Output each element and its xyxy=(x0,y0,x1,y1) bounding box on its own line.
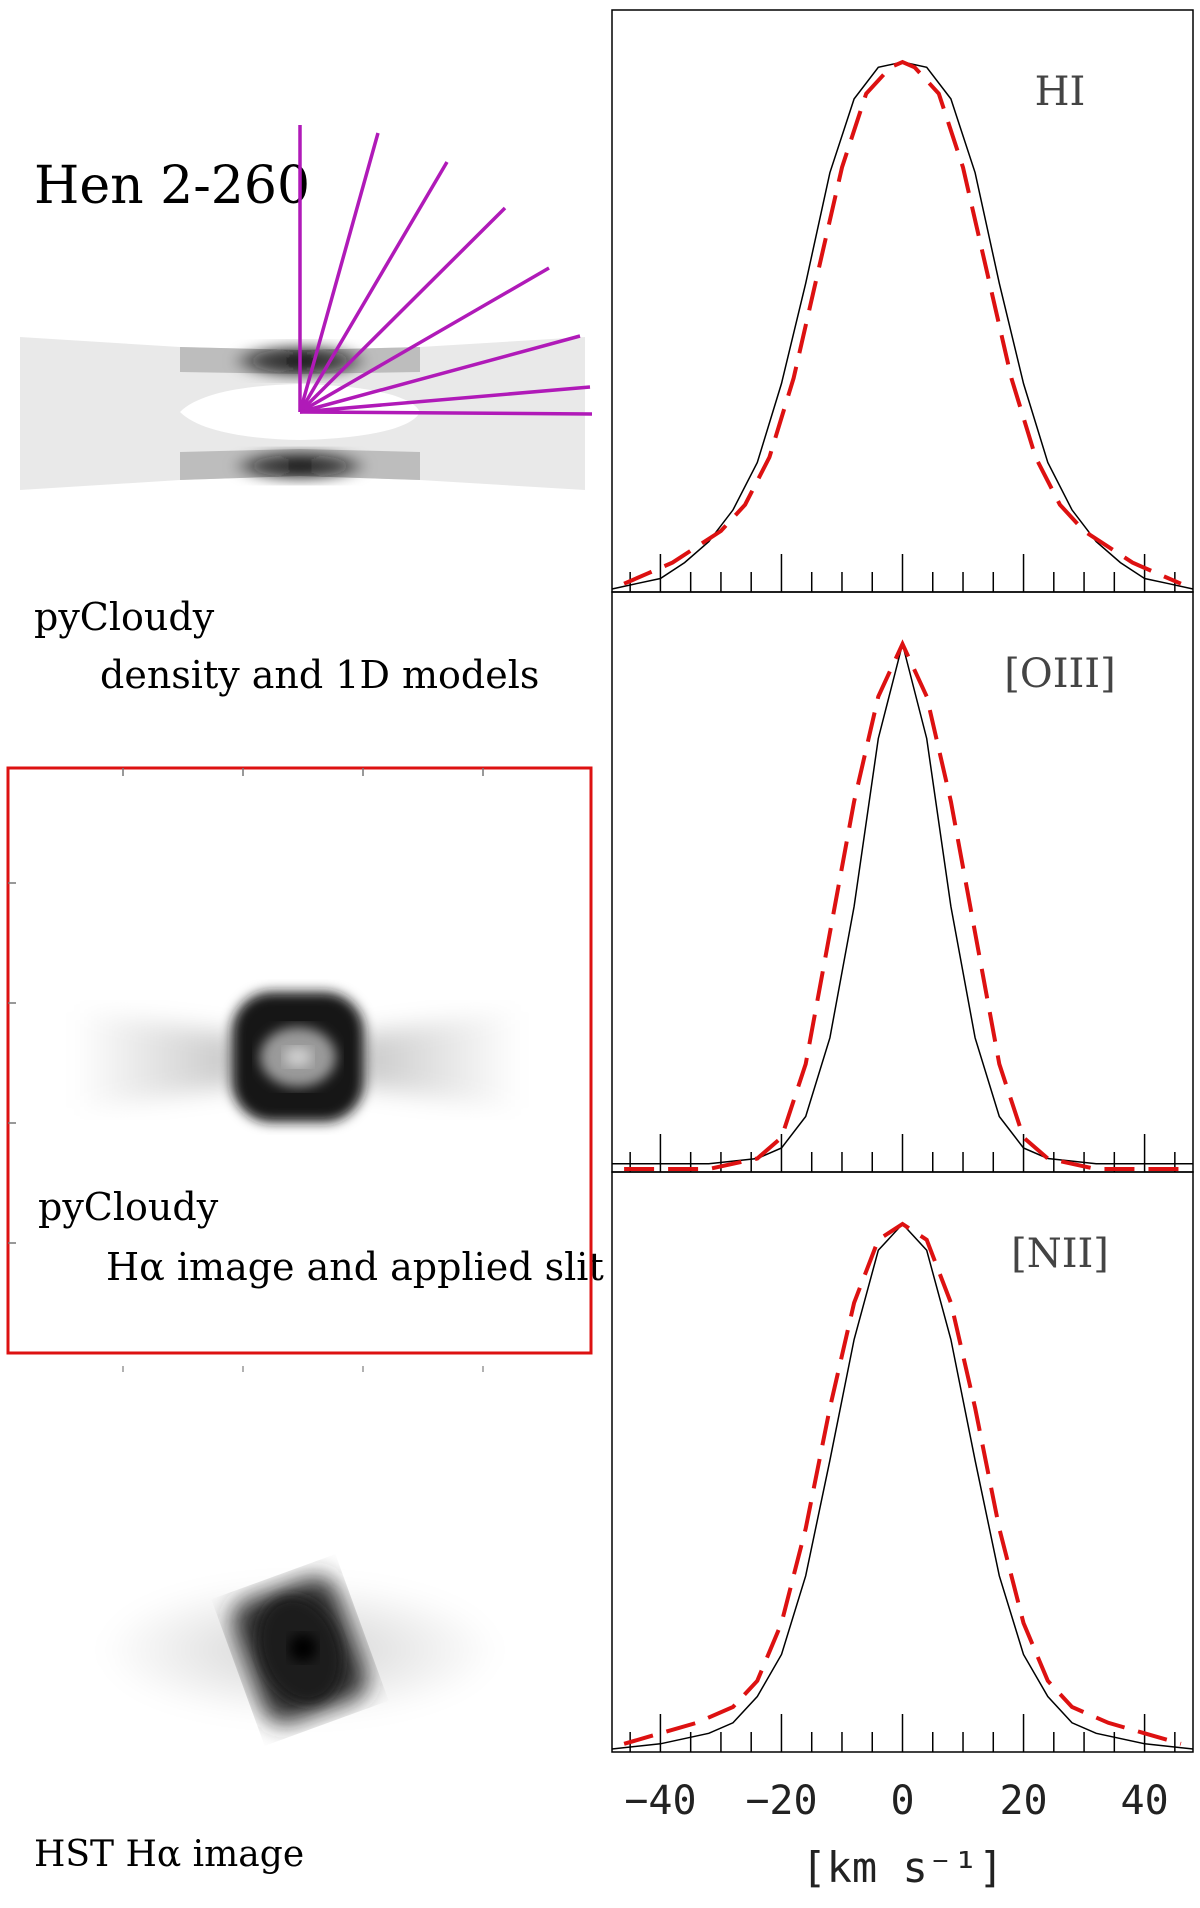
hst-halpha-image xyxy=(100,1366,500,1724)
model-caption-line2: density and 1D models xyxy=(100,653,540,697)
profile-panel-3: [NII] xyxy=(611,1171,1194,1753)
x-tick-label: 40 xyxy=(1120,1778,1168,1824)
model-caption-line1: pyCloudy xyxy=(34,595,215,639)
model-profile-dashed xyxy=(623,59,1182,586)
observed-profile-solid xyxy=(612,643,1193,1165)
profile-panel-1: HI xyxy=(611,9,1194,593)
object-name: Hen 2-260 xyxy=(34,156,311,216)
observed-profile-solid xyxy=(611,61,1194,590)
image-caption-line2: Hα image and applied slit xyxy=(106,1245,604,1289)
model-rays xyxy=(298,125,593,416)
model-profile-dashed xyxy=(623,1221,1182,1746)
line-profile-plots: HI [OIII] [NII] −40 −20 0 20 40 [km s⁻¹] xyxy=(611,9,1194,1892)
model-halpha-image xyxy=(75,992,520,1122)
panel-frame xyxy=(611,9,1194,593)
slit-box-ticks xyxy=(8,768,484,1244)
observed-profile-solid xyxy=(611,1222,1194,1750)
image-caption-line1: pyCloudy xyxy=(38,1185,219,1229)
panel-label: [NII] xyxy=(1011,1231,1109,1277)
slit-box xyxy=(6,766,593,1355)
x-tick-label: −20 xyxy=(745,1778,817,1824)
model-profile-dashed xyxy=(624,639,1181,1171)
panel-label: HI xyxy=(1035,69,1086,115)
x-tick-label: −40 xyxy=(624,1778,696,1824)
x-tick-label: 20 xyxy=(999,1778,1047,1824)
profile-panel-2: [OIII] xyxy=(611,591,1194,1173)
panel-label: [OIII] xyxy=(1004,651,1115,697)
hst-caption: HST Hα image xyxy=(34,1834,305,1875)
x-tick-label: 0 xyxy=(890,1778,914,1824)
x-axis-label: [km s⁻¹] xyxy=(801,1843,1003,1892)
